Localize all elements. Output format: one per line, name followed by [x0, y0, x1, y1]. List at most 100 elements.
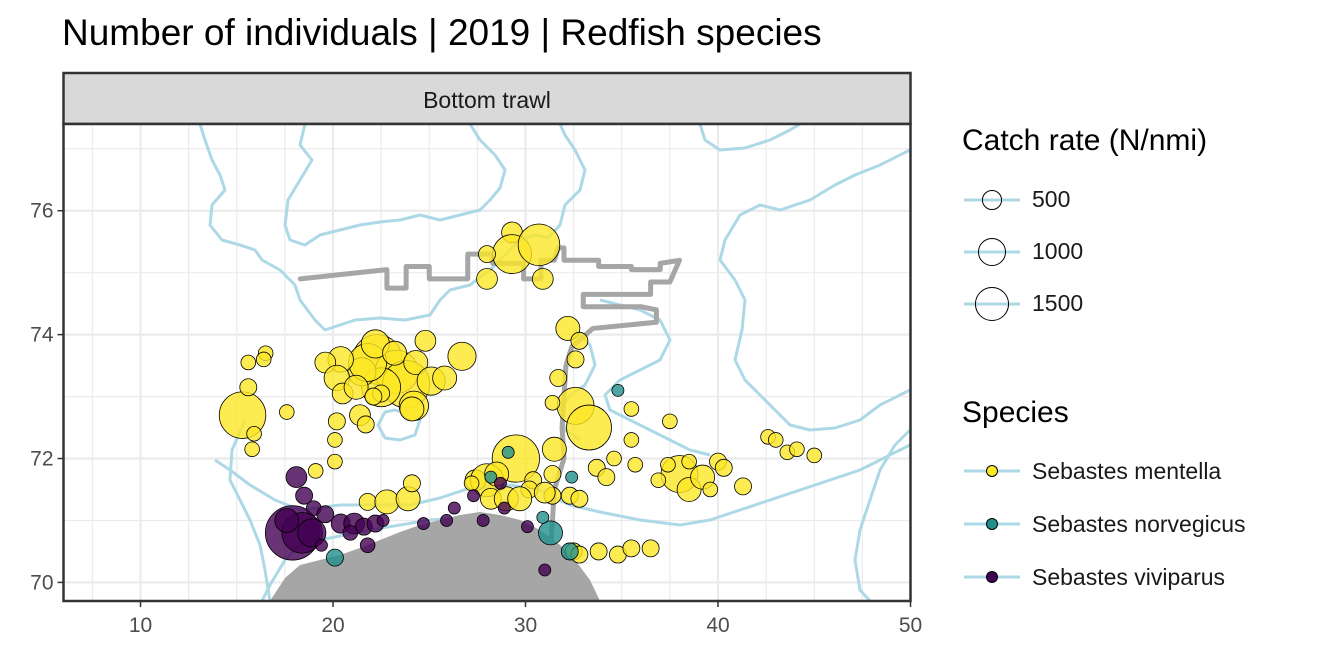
species-legend-title: Species: [962, 396, 1069, 429]
point-sebastes-norvegicus: [501, 445, 515, 459]
point-sebastes-mentella: [364, 387, 383, 406]
y-tick-label: 74: [30, 324, 54, 347]
plot-border: [62, 122, 912, 603]
facet-strip: [62, 71, 912, 126]
point-sebastes-viviparus: [417, 517, 430, 530]
point-sebastes-viviparus: [359, 537, 376, 554]
point-sebastes-viviparus: [376, 514, 390, 527]
point-sebastes-mentella: [566, 350, 585, 369]
point-sebastes-mentella: [476, 268, 498, 290]
point-sebastes-mentella: [240, 354, 257, 371]
catch-points-layer: [218, 221, 823, 577]
point-sebastes-mentella: [541, 436, 567, 462]
size-legend: [964, 189, 1020, 322]
size-legend-key: [977, 237, 1007, 267]
point-sebastes-mentella: [327, 453, 343, 470]
point-sebastes-mentella: [478, 245, 496, 263]
point-sebastes-mentella: [517, 223, 561, 267]
point-sebastes-mentella: [641, 539, 660, 558]
size-legend-key: [981, 189, 1003, 211]
point-sebastes-mentella: [374, 489, 400, 515]
point-sebastes-mentella: [532, 268, 554, 290]
size-legend-title: Catch rate (N/nmi): [962, 124, 1208, 157]
point-sebastes-norvegicus: [536, 510, 550, 524]
point-sebastes-mentella: [447, 341, 477, 371]
point-sebastes-mentella: [606, 450, 622, 467]
x-tick-label: 30: [514, 614, 537, 637]
point-sebastes-mentella: [327, 412, 346, 431]
y-tick-label: 76: [30, 200, 53, 223]
point-sebastes-mentella: [566, 404, 612, 451]
point-sebastes-mentella: [507, 486, 533, 512]
point-sebastes-mentella: [660, 456, 676, 473]
point-sebastes-mentella: [623, 432, 640, 448]
point-sebastes-norvegicus: [538, 520, 563, 546]
point-sebastes-mentella: [279, 404, 295, 420]
survey-track-layer: [297, 245, 682, 601]
point-sebastes-mentella: [239, 378, 258, 397]
size-legend-label: 500: [1032, 186, 1071, 212]
legend-key-sebastes-norvegicus: [986, 518, 998, 530]
point-sebastes-mentella: [399, 396, 425, 422]
facet-label: Bottom trawl: [423, 87, 551, 113]
point-sebastes-mentella: [714, 458, 733, 477]
point-sebastes-mentella: [627, 456, 643, 473]
north-coast-right: [698, 124, 801, 152]
point-sebastes-mentella: [307, 463, 324, 479]
point-sebastes-mentella: [662, 413, 678, 430]
point-sebastes-mentella: [589, 542, 608, 561]
species-legend-label: Sebastes mentella: [1032, 458, 1222, 484]
point-sebastes-viviparus: [342, 525, 359, 541]
x-tick-label: 10: [129, 614, 152, 637]
color-legend: [964, 465, 1020, 583]
far-right-coast: [853, 428, 911, 601]
point-sebastes-mentella: [358, 492, 377, 511]
point-sebastes-mentella: [623, 401, 640, 417]
point-sebastes-mentella: [734, 477, 752, 496]
legend-key-sebastes-viviparus: [986, 571, 998, 583]
west-slope: [228, 419, 272, 601]
point-sebastes-viviparus: [274, 508, 300, 533]
point-sebastes-mentella: [650, 472, 667, 488]
size-legend-key: [974, 286, 1010, 322]
point-sebastes-norvegicus: [326, 548, 344, 567]
point-sebastes-mentella: [681, 453, 697, 470]
point-sebastes-mentella: [246, 425, 262, 442]
east-basin-coast: [599, 298, 711, 457]
point-sebastes-mentella: [543, 465, 562, 483]
survey-track: [297, 245, 682, 601]
point-sebastes-mentella: [432, 365, 458, 391]
point-sebastes-viviparus: [476, 514, 490, 527]
point-sebastes-mentella: [570, 331, 589, 350]
y-axis: 70 72 74 76: [30, 200, 64, 594]
point-sebastes-mentella: [533, 481, 556, 504]
point-sebastes-mentella: [702, 481, 719, 498]
chart-title: Number of individuals | 2019 | Redfish s…: [62, 12, 822, 53]
x-axis: 10 20 30 40 50: [129, 601, 922, 637]
point-sebastes-mentella: [463, 475, 480, 492]
novaya-zemlya-coast: [718, 148, 911, 432]
point-sebastes-mentella: [597, 468, 616, 487]
species-legend-label: Sebastes viviparus: [1032, 564, 1226, 590]
point-sebastes-mentella: [570, 489, 589, 508]
point-sebastes-viviparus: [497, 501, 511, 515]
point-sebastes-mentella: [622, 539, 641, 558]
svalbard-east-coast: [546, 124, 587, 240]
point-sebastes-norvegicus: [565, 470, 579, 484]
x-tick-label: 20: [321, 614, 344, 637]
norway-land: [270, 512, 600, 601]
point-sebastes-viviparus: [285, 466, 308, 488]
point-sebastes-mentella: [356, 415, 375, 434]
point-sebastes-mentella: [403, 474, 421, 493]
svalbard-inner-coast: [283, 124, 507, 247]
species-legend-label: Sebastes norvegicus: [1032, 511, 1246, 537]
y-tick-label: 72: [30, 448, 53, 471]
size-legend-label: 1000: [1032, 238, 1084, 264]
point-sebastes-mentella: [255, 351, 272, 368]
point-sebastes-viviparus: [494, 476, 507, 490]
point-sebastes-viviparus: [440, 514, 453, 527]
point-sebastes-mentella: [767, 432, 784, 448]
point-sebastes-mentella: [403, 350, 429, 375]
y-tick-label: 70: [30, 571, 53, 594]
